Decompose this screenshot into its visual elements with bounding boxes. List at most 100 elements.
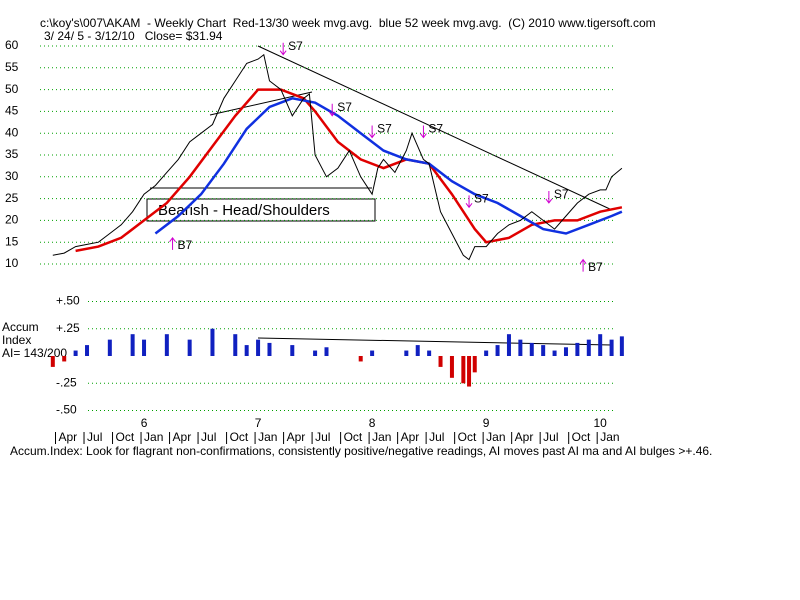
accum-bar (164, 334, 169, 356)
accum-bar (598, 334, 603, 356)
month-label: Jul (87, 430, 102, 444)
price-line (52, 53, 623, 261)
accum-bar (62, 356, 67, 362)
month-label: Jan (258, 430, 277, 444)
accum-bar (586, 339, 591, 356)
month-label: Jan (372, 430, 391, 444)
accum-trendline (257, 337, 613, 346)
signal-label: S7 (428, 122, 443, 136)
signal-arrow (169, 237, 176, 250)
x-tick-label: 7 (255, 416, 262, 430)
month-label: Jan (144, 430, 163, 444)
month-label: Jan (600, 430, 619, 444)
accum-bar (267, 342, 272, 356)
signal-label: S7 (554, 187, 569, 201)
x-tick-label: 6 (141, 416, 148, 430)
month-label: Jul (201, 430, 216, 444)
accum-bar (290, 345, 295, 356)
signal-label: B7 (588, 260, 603, 274)
month-label: Apr (401, 430, 420, 444)
accum-bar (313, 350, 318, 356)
signal-label: S7 (377, 122, 392, 136)
accum-bar (552, 350, 557, 356)
month-label: Apr (515, 430, 534, 444)
signal-arrow (328, 103, 336, 117)
accum-bar (563, 347, 568, 356)
accum-bar (529, 342, 534, 356)
month-label: Apr (59, 430, 78, 444)
month-label: Apr (173, 430, 192, 444)
month-label: Jul (315, 430, 330, 444)
y-tick-label: 25 (5, 191, 19, 205)
accum-bar (495, 345, 500, 356)
moving-average (154, 97, 623, 235)
month-label: Oct (458, 430, 477, 444)
accum-bar (461, 356, 466, 384)
month-label: Jul (543, 430, 558, 444)
accum-bar (484, 350, 489, 356)
y-tick-label: 30 (5, 169, 19, 183)
accum-label: Index (2, 333, 31, 347)
accum-bar (609, 339, 614, 356)
accum-bar (130, 334, 135, 356)
y-tick-label: 60 (5, 38, 19, 52)
accum-bar (210, 328, 215, 356)
accum-label: AI= 143/200 (2, 346, 67, 360)
month-label: Oct (572, 430, 591, 444)
signal-arrow (368, 125, 376, 139)
accum-bar (467, 356, 472, 387)
y-tick-label: 35 (5, 147, 19, 161)
accum-bar (324, 347, 329, 356)
y-tick-label: 40 (5, 125, 19, 139)
accum-tick-label: +.25 (56, 321, 80, 335)
y-tick-label: 15 (5, 234, 19, 248)
y-tick-label: 20 (5, 213, 19, 227)
accum-bar (244, 345, 249, 356)
accum-bar (415, 345, 420, 356)
accum-bar (50, 356, 55, 367)
annotation: Bearish - Head/Shoulders (158, 202, 330, 219)
x-tick-label: 8 (369, 416, 376, 430)
month-label: Oct (230, 430, 249, 444)
accum-label: Accum (2, 320, 39, 334)
accum-bar (187, 339, 192, 356)
accum-bar (506, 334, 511, 356)
accum-bar (518, 339, 523, 356)
month-label: Oct (344, 430, 363, 444)
y-tick-label: 55 (5, 60, 19, 74)
signal-arrow (465, 195, 473, 209)
accum-bar (256, 339, 261, 356)
accum-bar (449, 356, 454, 378)
accum-tick-label: +.50 (56, 294, 80, 308)
accum-bar (575, 342, 580, 356)
accum-bar (370, 350, 375, 356)
accum-bar (404, 350, 409, 356)
accum-bar (107, 339, 112, 356)
accum-bar (73, 350, 78, 356)
accum-bar (85, 345, 90, 356)
accum-bar (233, 334, 238, 356)
x-tick-label: 9 (483, 416, 490, 430)
accum-bar (438, 356, 443, 367)
signal-label: S7 (474, 191, 489, 205)
accum-tick-label: -.25 (56, 375, 77, 389)
accum-bar (358, 356, 363, 362)
accum-bar (619, 336, 624, 356)
y-tick-label: 10 (5, 256, 19, 270)
accum-bar (427, 350, 432, 356)
chart-subtitle: 3/ 24/ 5 - 3/12/10 Close= $31.94 (44, 29, 223, 43)
accum-bar (541, 345, 546, 356)
month-label: Jul (429, 430, 444, 444)
signal-arrow (579, 258, 587, 272)
signal-arrow (279, 42, 287, 56)
signal-arrow (420, 125, 427, 139)
accum-bar (142, 339, 147, 356)
month-label: Jan (486, 430, 505, 444)
y-tick-label: 50 (5, 82, 19, 96)
signal-arrow (545, 190, 553, 204)
footnote: Accum.Index: Look for flagrant non-confi… (10, 444, 712, 458)
y-tick-label: 45 (5, 104, 19, 118)
x-tick-label: 10 (594, 416, 608, 430)
